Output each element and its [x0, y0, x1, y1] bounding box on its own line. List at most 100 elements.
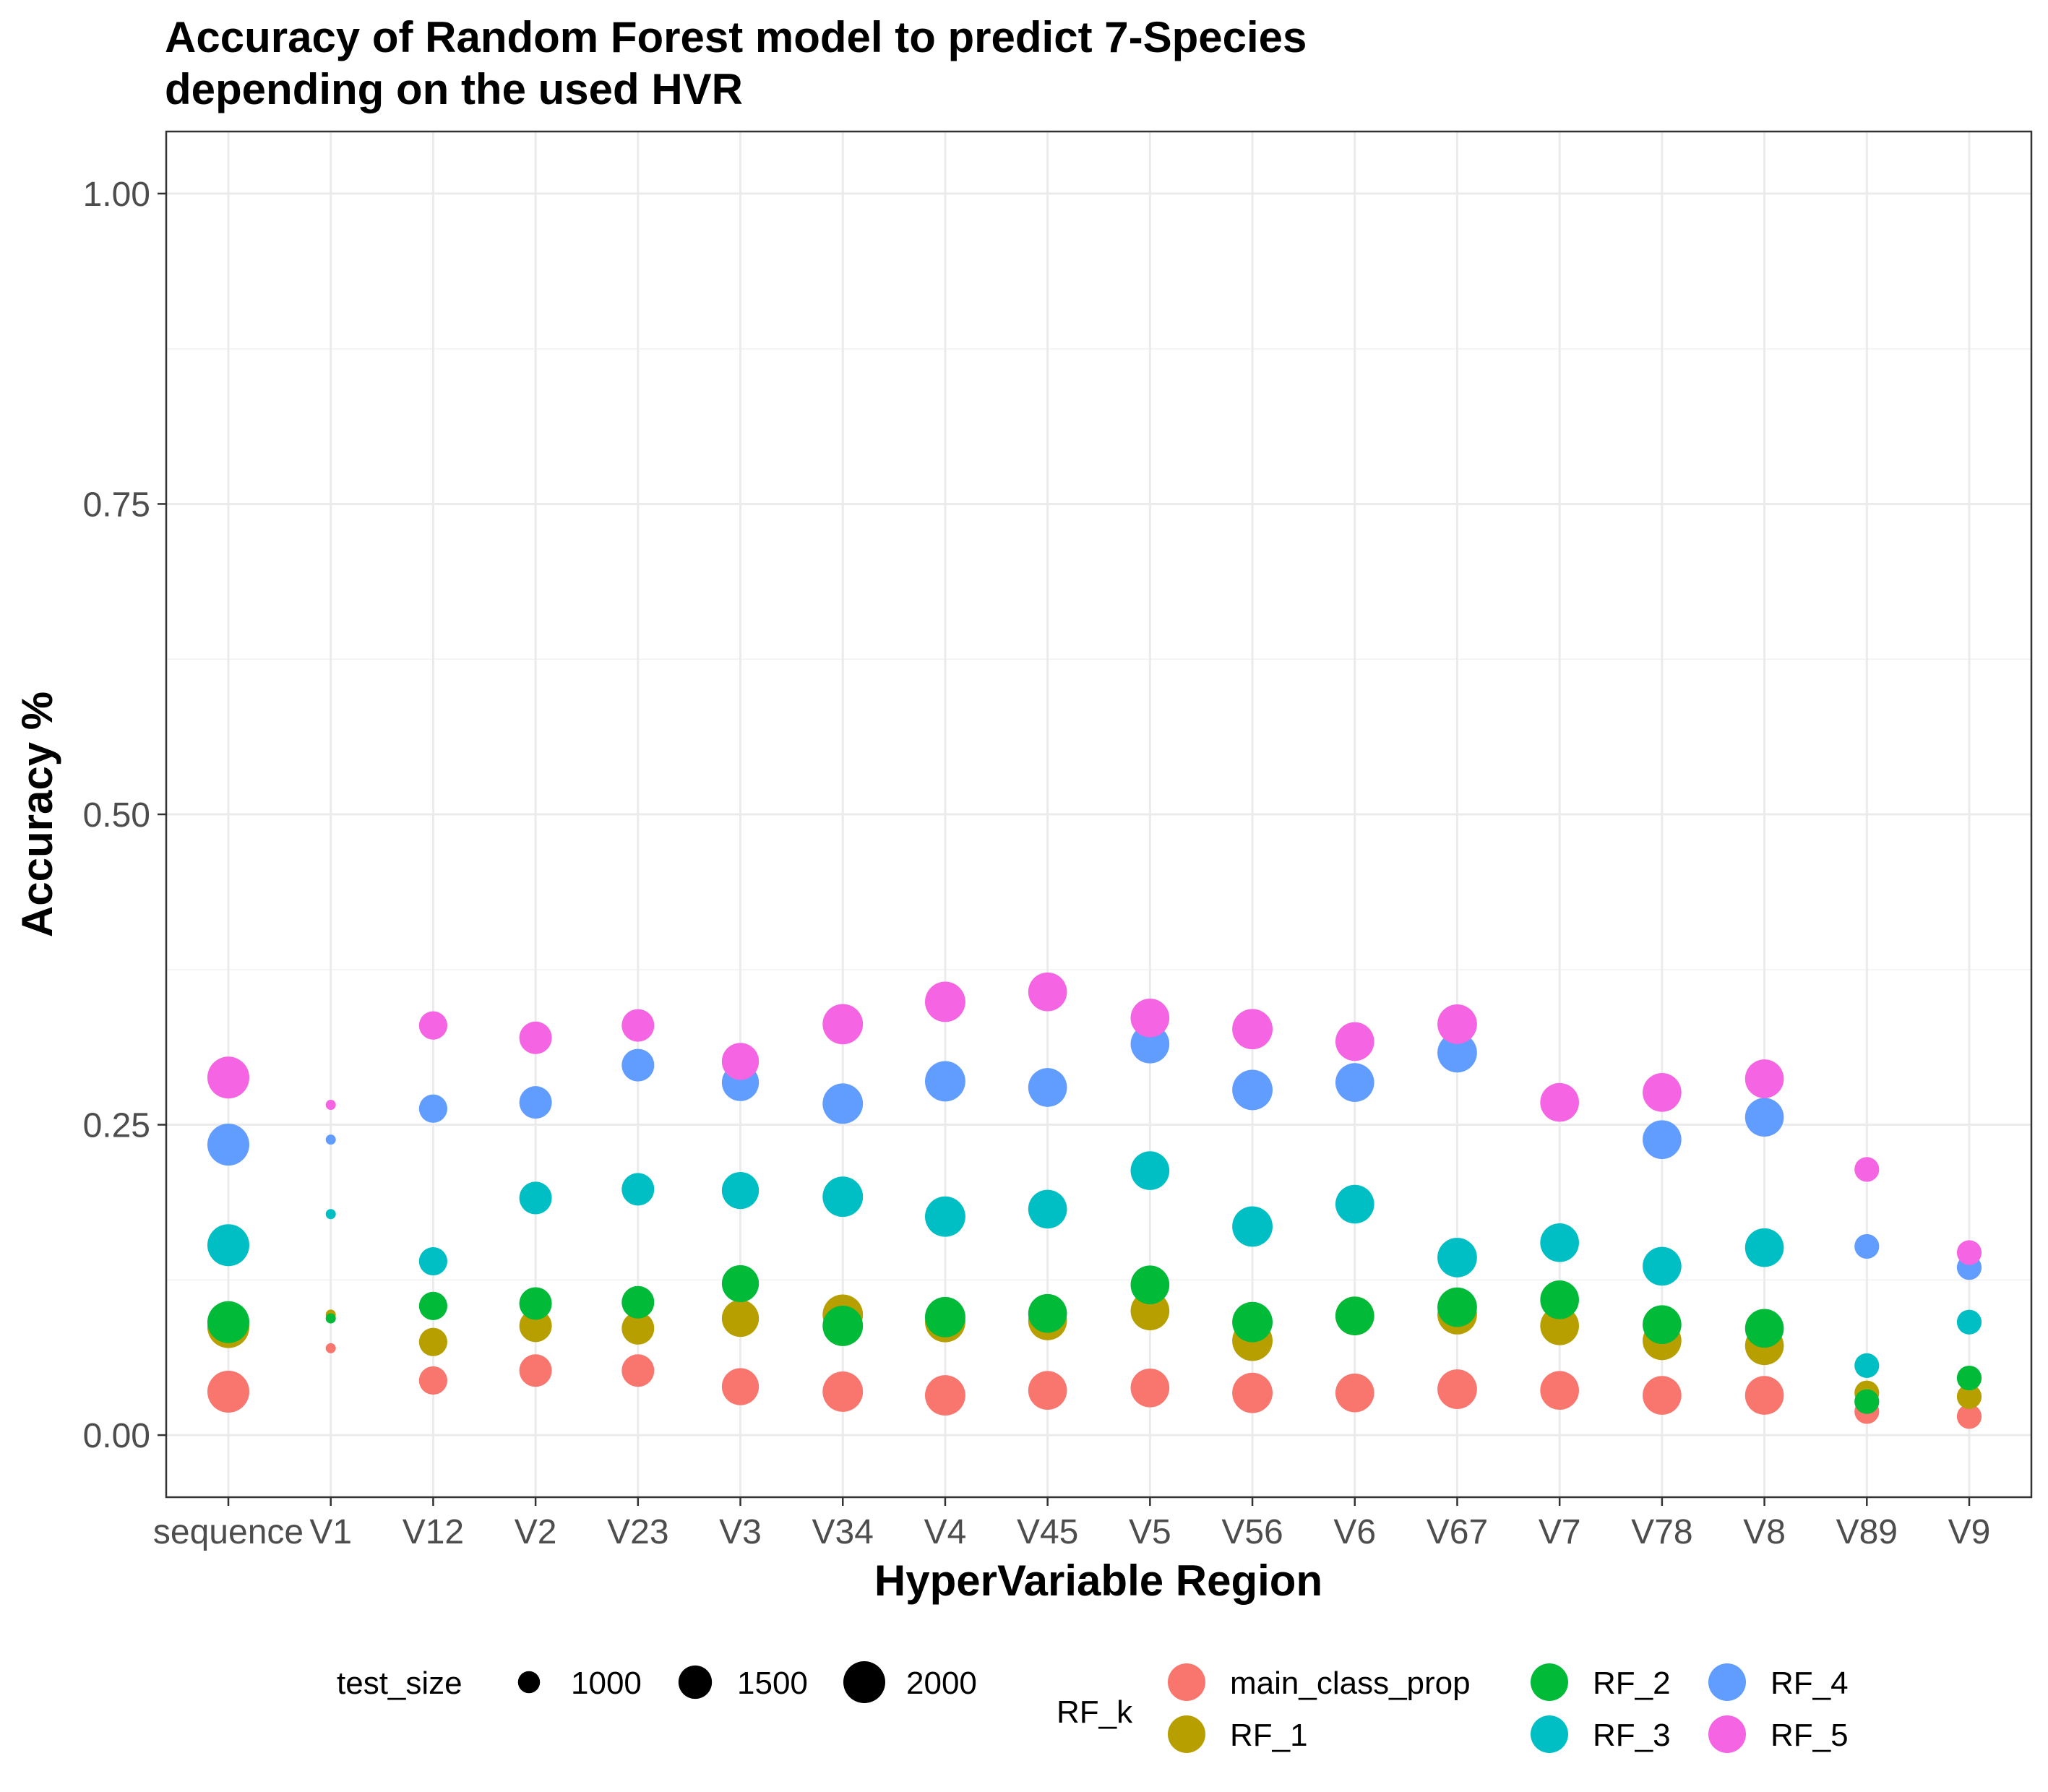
point-RF-5 [1540, 1082, 1579, 1122]
y-tick-label: 0.75 [83, 486, 150, 524]
point-RF-5 [325, 1100, 336, 1111]
point-RF-1 [418, 1327, 448, 1356]
point-main-class-prop [621, 1354, 655, 1387]
point-RF-2 [1437, 1287, 1477, 1327]
legend-color-label: RF_3 [1593, 1718, 1671, 1753]
point-RF-2 [925, 1296, 965, 1337]
legend-color-key [1168, 1663, 1205, 1701]
y-tick-label: 0.50 [83, 796, 150, 835]
point-RF-3 [1232, 1206, 1273, 1247]
point-RF-2 [1956, 1365, 1982, 1391]
point-RF-2 [1540, 1280, 1579, 1319]
point-main-class-prop [1437, 1369, 1477, 1409]
x-tick-label: V9 [1948, 1513, 1991, 1551]
x-tick-label: V23 [607, 1513, 668, 1551]
point-main-class-prop [1028, 1371, 1067, 1410]
point-RF-5 [925, 981, 965, 1022]
point-RF-5 [1335, 1022, 1374, 1061]
point-main-class-prop [1232, 1372, 1273, 1413]
x-axis-title: HyperVariable Region [874, 1556, 1322, 1605]
point-main-class-prop [418, 1366, 448, 1395]
point-RF-3 [519, 1181, 552, 1215]
point-RF-1 [721, 1299, 760, 1337]
point-RF-3 [1028, 1189, 1067, 1229]
x-tick-label: V56 [1221, 1513, 1283, 1551]
x-tick-label: V7 [1539, 1513, 1581, 1551]
point-RF-5 [1854, 1157, 1880, 1182]
x-tick-label: V12 [403, 1513, 464, 1551]
point-RF-2 [1643, 1305, 1682, 1344]
x-axis: sequence V1 V12 V2 V23 V3 V34 V4 V45 V5 V56 V6 V67 V7… [153, 1497, 1990, 1551]
x-tick-label: V89 [1836, 1513, 1898, 1551]
legend: test_size 1000 1500 2000 RF_k main_class_prop… [337, 1661, 1849, 1753]
point-RF-2 [1130, 1265, 1170, 1305]
point-main-class-prop [325, 1343, 336, 1353]
point-RF-3 [1130, 1151, 1170, 1190]
point-RF-5 [1437, 1004, 1477, 1044]
x-tick-label: V2 [515, 1513, 557, 1551]
point-RF-4 [1437, 1033, 1477, 1073]
point-RF-4 [822, 1083, 864, 1124]
chart-title-line-2: depending on the used HVR [165, 65, 743, 113]
point-main-class-prop [1744, 1376, 1784, 1415]
point-RF-4 [1028, 1068, 1067, 1107]
point-RF-4 [1744, 1098, 1784, 1137]
point-RF-3 [925, 1196, 965, 1237]
point-RF-2 [207, 1301, 249, 1343]
x-tick-label: V8 [1743, 1513, 1786, 1551]
point-RF-4 [519, 1086, 552, 1119]
legend-color-label: RF_2 [1593, 1666, 1671, 1701]
legend-color-key [1708, 1663, 1746, 1701]
point-RF-2 [1854, 1389, 1880, 1414]
point-main-class-prop [1540, 1371, 1579, 1410]
point-RF-2 [1335, 1296, 1374, 1335]
point-RF-1 [621, 1311, 655, 1345]
point-RF-5 [207, 1056, 249, 1099]
point-RF-3 [1854, 1353, 1880, 1378]
point-RF-3 [1643, 1246, 1682, 1286]
point-RF-3 [1744, 1228, 1784, 1267]
point-RF-2 [822, 1305, 864, 1346]
point-RF-2 [621, 1285, 655, 1319]
chart-title-line-1: Accuracy of Random Forest model to predi… [165, 13, 1307, 61]
legend-size-key [678, 1665, 713, 1700]
legend-color-key [1708, 1715, 1746, 1753]
point-RF-3 [1437, 1238, 1477, 1278]
x-tick-label: V6 [1333, 1513, 1376, 1551]
point-main-class-prop [721, 1368, 760, 1405]
point-RF-4 [925, 1061, 965, 1102]
legend-color-key [1168, 1715, 1205, 1753]
y-tick-label: 0.25 [83, 1107, 150, 1145]
y-axis: 0.00 0.25 0.50 0.75 1.00 [83, 176, 166, 1455]
point-RF-3 [418, 1246, 448, 1276]
point-RF-5 [1956, 1240, 1982, 1265]
legend-size-label: 2000 [906, 1666, 977, 1701]
data-points [207, 972, 1982, 1429]
legend-size-key [517, 1671, 541, 1694]
point-main-class-prop [207, 1370, 249, 1413]
point-RF-3 [1540, 1223, 1579, 1262]
legend-color-title: RF_k [1057, 1694, 1133, 1730]
point-RF-2 [1744, 1309, 1784, 1348]
point-RF-5 [621, 1009, 655, 1042]
legend-size-label: 1000 [571, 1666, 642, 1701]
x-tick-label: sequence [153, 1513, 304, 1551]
panel-grid [166, 132, 2031, 1497]
x-tick-label: V78 [1631, 1513, 1692, 1551]
point-RF-3 [207, 1224, 249, 1267]
legend-color-label: RF_4 [1771, 1666, 1849, 1701]
legend-color-key [1531, 1663, 1568, 1701]
point-RF-2 [1232, 1301, 1273, 1343]
y-tick-label: 0.00 [83, 1417, 150, 1455]
point-main-class-prop [1956, 1404, 1982, 1429]
point-RF-3 [721, 1171, 760, 1210]
legend-size-title: test_size [337, 1666, 462, 1701]
point-RF-4 [418, 1094, 448, 1123]
point-RF-1 [1956, 1384, 1982, 1409]
point-RF-4 [1232, 1069, 1273, 1111]
point-RF-3 [621, 1173, 655, 1206]
point-RF-4 [1854, 1233, 1880, 1259]
point-RF-2 [418, 1291, 448, 1320]
x-tick-label: V1 [309, 1513, 352, 1551]
legend-color-key [1531, 1715, 1568, 1753]
